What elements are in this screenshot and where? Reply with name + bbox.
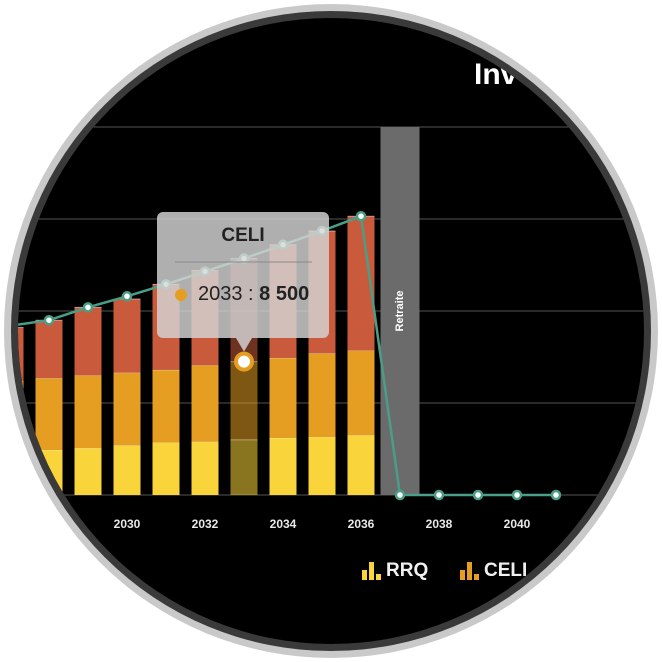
bar-segment [35,378,63,450]
tooltip-text: 2033 : 8 500 [198,283,309,305]
bar-segment [347,350,375,436]
bar-segment [230,361,258,440]
bar-segment [35,320,63,379]
x-tick-label: 2028 [36,517,63,531]
plot: Inv 2028 2030 2032 2034 2036 2038 2040Retraite… [18,58,644,581]
bar-segment [74,307,102,376]
bar-segment [269,437,297,495]
x-tick-label: 2034 [270,517,297,531]
bar-segment [191,441,219,495]
tooltip-sep: : [243,283,260,305]
line-point [433,489,445,501]
bar-segment [18,451,24,495]
legend-label[interactable]: CELI [484,560,527,581]
legend-icon [369,562,374,580]
bar-segment [269,357,297,438]
line-point [82,302,94,313]
bar-segment [113,372,141,446]
x-tick-label: 2036 [348,517,375,531]
tooltip-category: 2033 [198,283,243,305]
tooltip [157,212,329,352]
retirement-band [380,127,420,495]
x-tick-label: 2038 [426,517,453,531]
tooltip-value: 8 500 [259,283,309,305]
bar-segment [113,445,141,495]
line-point [550,489,562,501]
legend-icon [467,562,472,580]
bar-segment [308,353,336,438]
legend-icon [474,574,479,580]
line-point [511,489,523,501]
bar-segment [308,437,336,495]
bar-segment [347,435,375,495]
bar-segment [74,375,102,449]
bar-segment [191,365,219,442]
line-point [394,489,406,501]
bar-segment [152,442,180,495]
x-tick-label: 2030 [114,517,141,531]
bar-segment [74,448,102,495]
legend-icon [460,570,465,580]
legend-label[interactable]: RRQ [386,560,428,581]
x-tick-label: 2040 [504,517,531,531]
legend-icon [362,570,367,580]
hover-marker [234,351,254,372]
tooltip-swatch [175,289,187,301]
line-point [43,314,55,326]
bar-segment [152,369,180,443]
tooltip-box [157,212,329,352]
tooltip-title: CELI [221,225,264,246]
line-point [121,291,133,302]
bar-segment [18,327,24,381]
legend-icon [376,574,381,580]
line-point [472,489,484,501]
x-tick-label: 2032 [192,517,219,531]
bar-segment [230,439,258,495]
retirement-label: Retraite [394,291,406,332]
line-point [355,210,367,222]
bar-segment [113,299,141,373]
